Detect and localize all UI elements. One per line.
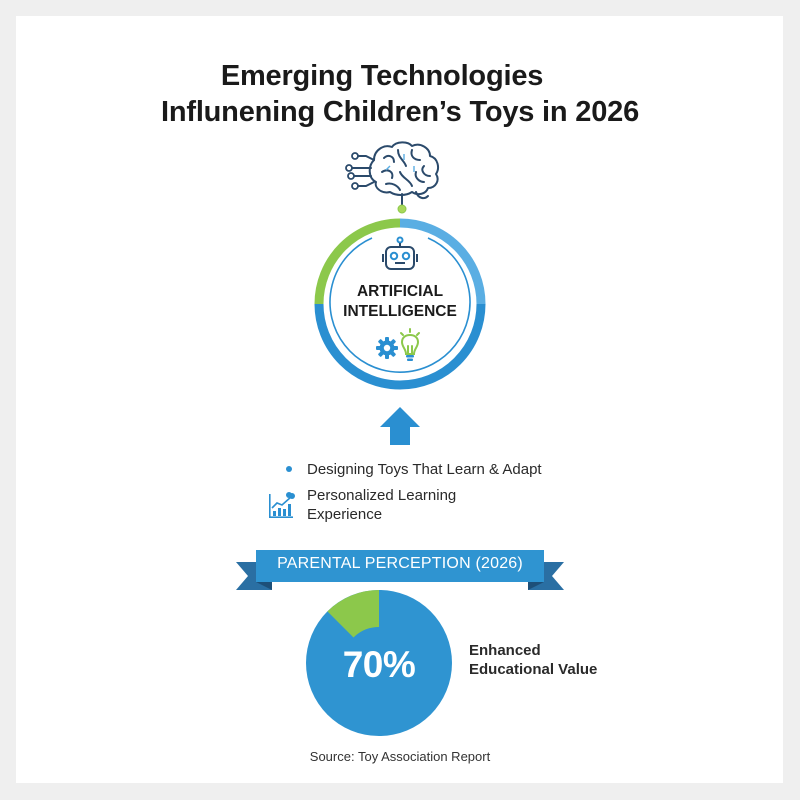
bullet-dot (286, 492, 292, 498)
legend-line-1: Enhanced (469, 642, 541, 659)
brain-circuit-icon (345, 141, 439, 214)
bullet-text: Designing Toys That Learn & Adapt (307, 461, 542, 478)
page-title: Emerging Technologies Influnening Childr… (0, 58, 800, 130)
bullet-text-line-1: Personalized Learning (307, 487, 457, 504)
title-line-2: Influnening Children’s Toys in 2026 (160, 96, 639, 128)
source-note: Source: Toy Association Report (309, 749, 491, 764)
arrow-up-icon (380, 407, 420, 445)
banner-title: PARENTAL PERCEPTION (2026) (277, 555, 523, 572)
legend-line-2: Educational Value (469, 661, 598, 678)
ai-badge-ring (314, 218, 486, 390)
ai-badge-label: ARTIFICIAL INTELLIGENCE (330, 282, 470, 322)
title-line-1: Emerging Technologies (220, 60, 544, 92)
ai-label-line-1: ARTIFICIAL (356, 283, 444, 300)
bar-chart-growth-icon (269, 493, 295, 518)
lightbulb-icon (400, 328, 420, 361)
ai-label-line-2: INTELLIGENCE (343, 303, 457, 320)
robot-icon (382, 236, 418, 270)
bullet-dot (286, 466, 292, 472)
pie-chart (306, 590, 452, 736)
ribbon-banner (236, 550, 564, 590)
pie-slice-accent (327, 590, 379, 638)
bullet-text-line-2: Experience (307, 506, 383, 523)
bullet-text: Personalized Learning Experience (307, 486, 456, 524)
pie-legend: Enhanced Educational Value (469, 641, 597, 679)
gear-icon (376, 337, 398, 359)
pie-value-label: 70% (342, 644, 416, 685)
